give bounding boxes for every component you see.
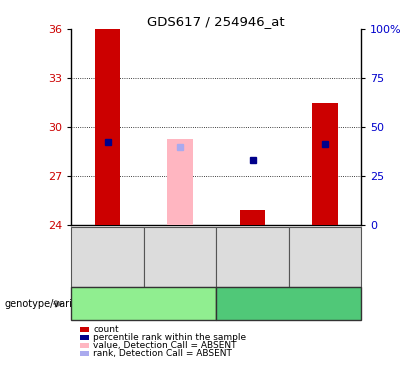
Text: genotype/variation: genotype/variation (4, 299, 97, 309)
Text: rank, Detection Call = ABSENT: rank, Detection Call = ABSENT (93, 349, 232, 358)
Text: GSM9917: GSM9917 (320, 234, 330, 280)
Text: GSM9918: GSM9918 (102, 234, 113, 280)
Bar (240, 210, 265, 225)
Text: value, Detection Call = ABSENT: value, Detection Call = ABSENT (93, 341, 237, 350)
Bar (312, 103, 338, 225)
Text: 35S.AtRALF1-1: 35S.AtRALF1-1 (103, 299, 185, 309)
Text: GSM9919: GSM9919 (175, 234, 185, 280)
Text: percentile rank within the sample: percentile rank within the sample (93, 333, 247, 342)
Text: wild type: wild type (263, 299, 314, 309)
Bar (168, 139, 193, 225)
Bar (95, 29, 120, 225)
Text: count: count (93, 325, 119, 334)
Title: GDS617 / 254946_at: GDS617 / 254946_at (147, 15, 285, 28)
Text: GSM9916: GSM9916 (247, 234, 257, 280)
